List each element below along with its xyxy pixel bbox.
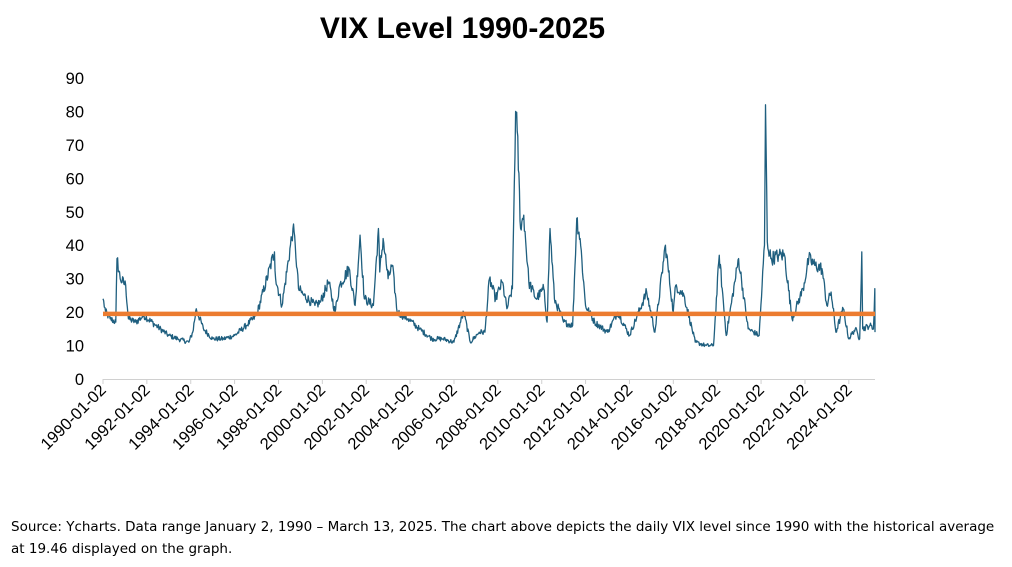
y-tick-label: 20 (66, 304, 84, 322)
y-tick-label: 50 (66, 204, 84, 222)
chart-title: VIX Level 1990-2025 (319, 12, 606, 45)
y-tick-label: 40 (66, 237, 84, 255)
y-tick-label: 90 (66, 70, 84, 88)
y-tick-label: 30 (66, 271, 84, 289)
y-tick-label: 70 (66, 137, 84, 155)
vix-line-chart: 01020304050607080901990-01-021992-01-021… (37, 70, 876, 454)
source-note: Source: Ycharts. Data range January 2, 1… (11, 519, 995, 557)
y-tick-label: 10 (66, 338, 84, 356)
y-tick-label: 60 (66, 170, 84, 188)
vix-series-line (102, 104, 876, 348)
y-tick-label: 0 (75, 371, 84, 389)
y-tick-label: 80 (66, 103, 84, 121)
